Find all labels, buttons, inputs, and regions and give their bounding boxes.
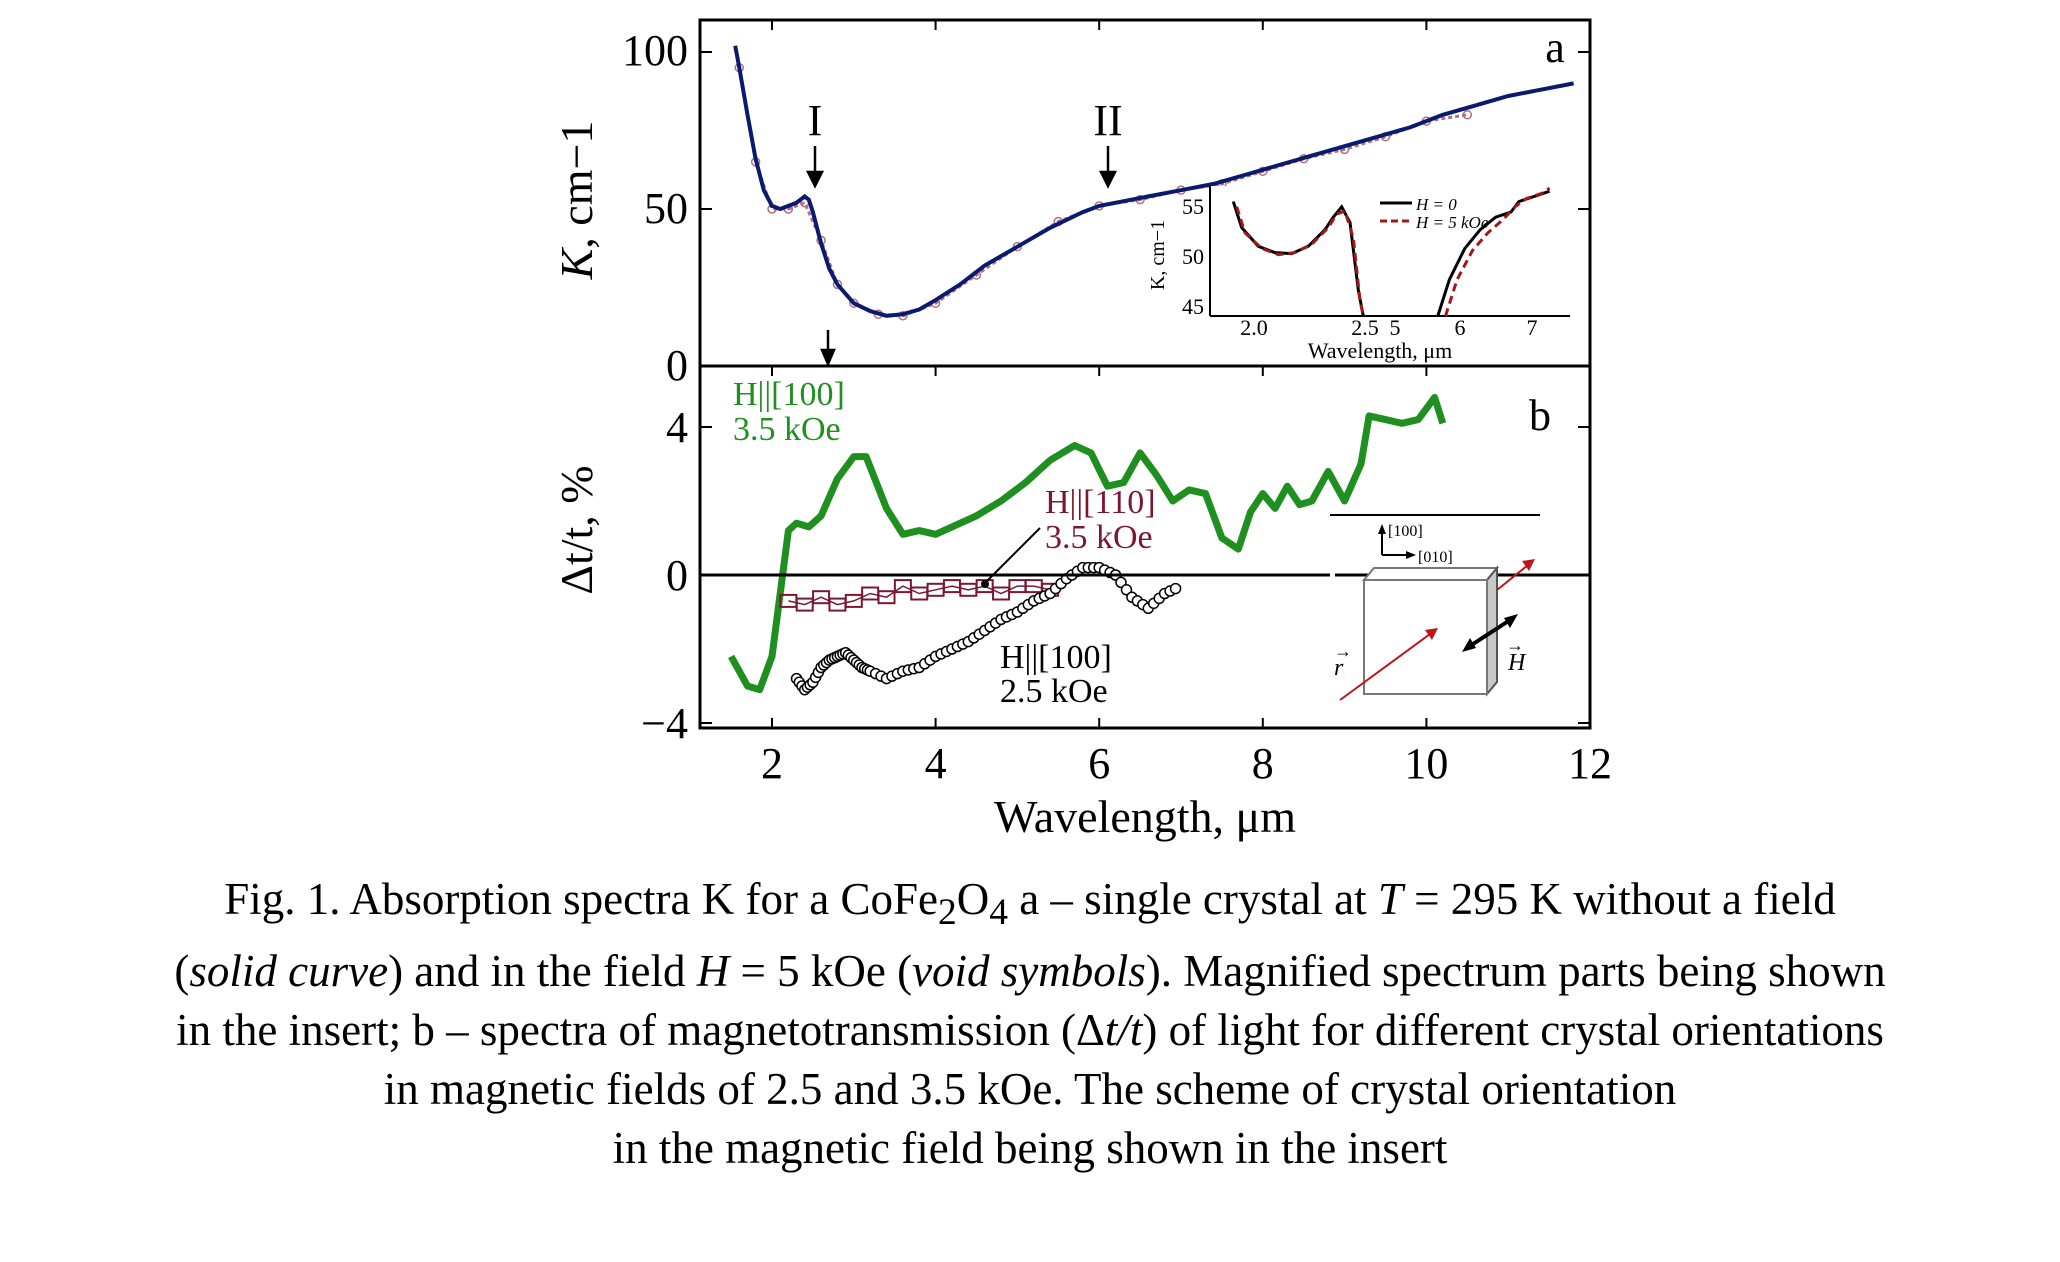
y-axis-ticks <box>700 51 1590 724</box>
caption-line-5: in the magnetic field being shown in the… <box>612 1123 1448 1173</box>
tick-label: −4 <box>641 699 688 748</box>
inset-xlabel: Wavelength, μm <box>1308 338 1452 363</box>
data-point <box>1169 582 1182 595</box>
figure: 100 50 0 K, cm−1 4 0 −4 Δt/t, % Waveleng… <box>551 18 1612 842</box>
legend-b: H||[100] 3.5 kOe H||[110] 3.5 kOe H||[10… <box>733 376 1156 710</box>
inset-ylabel: K, cm−1 <box>1147 220 1169 290</box>
peak-label-II: II <box>1093 96 1122 145</box>
series-100-3.5kOe <box>728 393 1447 694</box>
field-arrow-head-1 <box>1462 638 1476 652</box>
arrow-I-head <box>805 170 825 189</box>
caption-line-3: in the insert; b – spectra of magnetotra… <box>176 1005 1884 1055</box>
inset-tick: 2.5 <box>1351 315 1379 340</box>
x-tick-label: 4 <box>925 739 947 788</box>
inset-curves <box>1231 186 1551 317</box>
x-axis-ticks: 2 4 6 8 10 12 <box>761 20 1612 788</box>
data-point <box>877 590 896 605</box>
axis-up-label: [100] <box>1388 523 1423 540</box>
maroon-pointer <box>984 527 1041 584</box>
label-black-1: H||[100] <box>1000 639 1112 676</box>
label-black-2: 2.5 kOe <box>1000 673 1108 710</box>
label-green-2: 3.5 kOe <box>733 411 841 448</box>
crystal-scheme: [100] [010] r H → → <box>1330 514 1540 701</box>
tick-label: 0 <box>666 341 688 390</box>
x-tick-label: 10 <box>1404 739 1448 788</box>
arrow-over-r: → <box>1334 641 1352 661</box>
panel-b-frame <box>698 364 1592 730</box>
caption-line-1: Fig. 1. Absorption spectra K for a CoFe2… <box>224 874 1836 933</box>
tick-label: 50 <box>644 184 688 233</box>
panel-a-ylabel: K, cm−1 <box>551 121 602 281</box>
axis-right-label: [010] <box>1418 549 1453 566</box>
inset-tick: 6 <box>1455 315 1466 340</box>
inset-tick: 2.0 <box>1240 315 1268 340</box>
inset-h5-right <box>1444 186 1551 317</box>
panel-b-series <box>728 393 1447 696</box>
panel-b-yaxis: 4 0 −4 <box>641 403 688 748</box>
inset-plot: 55 50 45 2.0 2.5 5 6 7 Wavelength, μm K,… <box>1147 186 1570 363</box>
inset-tick: 5 <box>1390 315 1401 340</box>
data-point <box>795 597 814 612</box>
figure-caption: Fig. 1. Absorption spectra K for a CoFe2… <box>0 870 2060 1178</box>
label-green-1: H||[100] <box>733 376 845 413</box>
crystal-top <box>1361 567 1500 581</box>
axis-right-head <box>1406 551 1416 559</box>
panel-a-yaxis: 100 50 0 <box>622 26 688 390</box>
arrow-mid-head <box>820 348 836 368</box>
x-axis-label: Wavelength, μm <box>994 791 1296 842</box>
panel-a-series <box>733 45 1574 321</box>
x-tick-label: 2 <box>761 739 783 788</box>
light-ray-out <box>1496 564 1529 591</box>
panel-label-a: a <box>1545 23 1565 72</box>
data-point <box>893 579 912 594</box>
inset-tick: 50 <box>1182 244 1204 269</box>
maroon-pointer-dot <box>981 580 989 588</box>
x-tick-label: 8 <box>1252 739 1274 788</box>
caption-line-2: (solid curve) and in the field H = 5 kOe… <box>174 946 1886 996</box>
caption-line-4: in magnetic fields of 2.5 and 3.5 kOe. T… <box>383 1064 1677 1114</box>
peak-label-I: I <box>808 96 823 145</box>
arrow-II-head <box>1098 170 1118 189</box>
data-point <box>992 586 1011 601</box>
field-arrow <box>1468 618 1512 648</box>
light-ray-out-head <box>1522 559 1535 571</box>
x-tick-label: 12 <box>1568 739 1612 788</box>
label-maroon-1: H||[110] <box>1045 484 1156 521</box>
tick-label: 100 <box>622 26 688 75</box>
panel-b-ylabel: Δt/t, % <box>551 465 602 594</box>
data-point <box>1462 110 1473 120</box>
inset-tick: 55 <box>1182 194 1204 219</box>
arrow-over-H: → <box>1506 635 1524 655</box>
inset-h5-left <box>1235 206 1365 317</box>
label-H: H <box>1507 650 1527 676</box>
tick-label: 4 <box>666 403 688 452</box>
series-110-3.5kOe <box>788 585 1051 606</box>
light-ray-head <box>1425 628 1438 640</box>
axis-up-head <box>1378 524 1386 534</box>
label-r: r <box>1334 655 1344 681</box>
tick-label: 0 <box>666 551 688 600</box>
data-point <box>844 593 863 608</box>
peak-arrows <box>805 146 1118 368</box>
inset-tick: 7 <box>1527 315 1538 340</box>
light-ray <box>1339 633 1431 701</box>
inset-legend-label: H = 0 <box>1415 195 1457 214</box>
field-arrow-head-2 <box>1504 614 1518 628</box>
inset-legend-label: H = 5 kOe <box>1415 213 1489 232</box>
label-maroon-2: 3.5 kOe <box>1045 519 1153 556</box>
data-point <box>812 590 831 605</box>
panel-label-b: b <box>1529 391 1551 440</box>
inset-tick: 45 <box>1182 294 1204 319</box>
x-tick-label: 6 <box>1088 739 1110 788</box>
series-no-field <box>733 45 1574 318</box>
